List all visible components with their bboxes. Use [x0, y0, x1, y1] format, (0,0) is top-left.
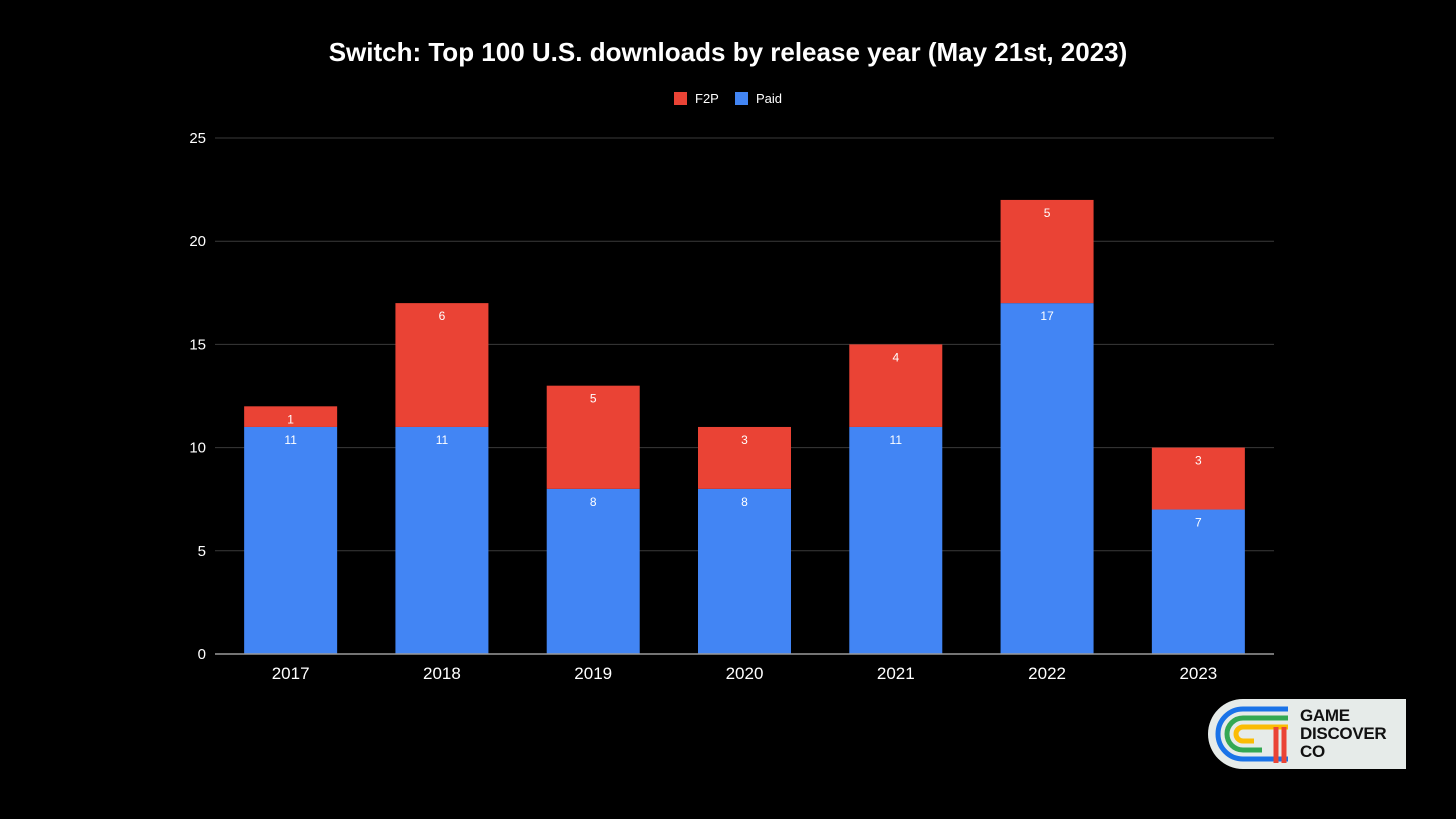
logo-text: GAME DISCOVER CO — [1300, 707, 1404, 761]
data-label-f2p-2018: 6 — [439, 309, 446, 323]
legend-label-paid: Paid — [756, 91, 782, 106]
y-tick-label: 20 — [189, 233, 206, 250]
logo-bar-red — [1273, 727, 1287, 763]
data-label-f2p-2023: 3 — [1195, 454, 1202, 468]
bar-paid-2023 — [1151, 509, 1245, 654]
x-axis: 2017 2018 2019 2020 2021 2022 2023 — [215, 653, 1274, 683]
data-label-f2p-2020: 3 — [741, 433, 748, 447]
y-tick-label: 25 — [189, 130, 206, 147]
data-label-f2p-2017: 1 — [287, 412, 294, 426]
logo-arc-yellow — [1233, 724, 1288, 744]
bar-f2p-2018 — [395, 303, 489, 427]
x-tick-label: 2020 — [726, 664, 764, 683]
bar-paid-2017 — [244, 426, 338, 654]
data-label-paid-2021: 11 — [890, 433, 903, 447]
bar-paid-2018 — [395, 426, 489, 654]
legend: F2P Paid — [674, 91, 782, 106]
y-axis: 0 5 10 15 20 25 — [189, 130, 206, 663]
x-tick-label: 2017 — [272, 664, 310, 683]
bar-paid-2022 — [1000, 303, 1094, 654]
bar-f2p-2020 — [698, 426, 791, 489]
bar-paid-2019 — [546, 488, 640, 654]
data-label-f2p-2021: 4 — [892, 350, 899, 364]
logo-arc-green — [1224, 715, 1288, 753]
logo-arc-blue — [1215, 706, 1288, 762]
bar-f2p-2022 — [1000, 199, 1094, 304]
x-tick-label: 2019 — [574, 664, 612, 683]
y-tick-label: 10 — [189, 440, 206, 457]
legend-swatch-paid — [735, 92, 748, 105]
logo-line-2: DISCOVER — [1300, 724, 1387, 743]
x-tick-label: 2022 — [1028, 664, 1066, 683]
data-label-f2p-2019: 5 — [590, 392, 597, 406]
data-label-paid-2019: 8 — [590, 495, 597, 509]
chart-title: Switch: Top 100 U.S. downloads by releas… — [329, 37, 1128, 67]
data-label-paid-2018: 11 — [436, 433, 449, 447]
y-tick-label: 0 — [198, 646, 206, 663]
data-label-paid-2023: 7 — [1195, 516, 1202, 530]
data-label-paid-2017: 11 — [284, 433, 297, 447]
logo-line-1: GAME — [1300, 706, 1350, 725]
y-tick-label: 5 — [198, 543, 206, 560]
gamediscoverco-logo: GAME DISCOVER CO — [1208, 699, 1406, 769]
data-label-f2p-2022: 5 — [1044, 206, 1051, 220]
logo-mark-icon — [1215, 706, 1288, 763]
legend-label-f2p: F2P — [695, 91, 719, 106]
bar-f2p-2017 — [244, 406, 338, 427]
x-tick-label: 2023 — [1179, 664, 1217, 683]
bar-paid-2020 — [698, 488, 791, 654]
x-tick-label: 2018 — [423, 664, 461, 683]
data-label-paid-2020: 8 — [741, 495, 748, 509]
data-label-paid-2022: 17 — [1040, 309, 1054, 323]
legend-swatch-f2p — [674, 92, 687, 105]
x-tick-label: 2021 — [877, 664, 915, 683]
logo-line-3: CO — [1300, 742, 1325, 761]
bar-f2p-2023 — [1151, 447, 1245, 510]
gridlines — [215, 137, 1274, 552]
bar-f2p-2019 — [546, 385, 640, 489]
bar-paid-2021 — [849, 426, 943, 654]
y-tick-label: 15 — [189, 336, 206, 353]
bar-f2p-2021 — [849, 344, 943, 427]
